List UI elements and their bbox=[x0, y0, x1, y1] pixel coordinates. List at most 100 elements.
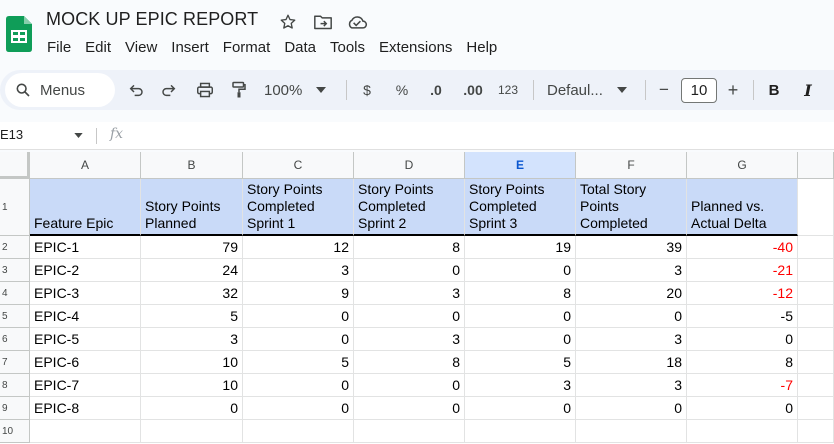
data-cell[interactable] bbox=[354, 420, 465, 443]
data-cell[interactable]: 3 bbox=[141, 328, 243, 351]
decrease-font-size-button[interactable]: − bbox=[655, 78, 673, 102]
data-cell[interactable]: 8 bbox=[465, 282, 576, 305]
data-cell[interactable] bbox=[798, 305, 834, 328]
paint-format-icon[interactable] bbox=[229, 78, 249, 102]
data-cell[interactable]: 0 bbox=[243, 328, 354, 351]
header-cell[interactable]: Total Story Points Completed bbox=[576, 179, 687, 236]
data-cell[interactable]: 20 bbox=[576, 282, 687, 305]
data-cell[interactable]: 0 bbox=[354, 259, 465, 282]
print-icon[interactable] bbox=[194, 78, 216, 102]
data-cell[interactable] bbox=[141, 420, 243, 443]
data-cell[interactable]: 0 bbox=[354, 374, 465, 397]
increase-decimal-button[interactable]: .00 bbox=[460, 78, 486, 102]
data-cell[interactable] bbox=[798, 420, 834, 443]
data-cell[interactable]: EPIC-1 bbox=[30, 236, 141, 259]
data-cell[interactable]: 5 bbox=[243, 351, 354, 374]
data-cell[interactable]: -40 bbox=[687, 236, 798, 259]
increase-font-size-button[interactable]: + bbox=[724, 78, 742, 102]
data-cell[interactable]: 0 bbox=[243, 374, 354, 397]
header-cell[interactable]: Story Points Completed Sprint 3 bbox=[465, 179, 576, 236]
row-header-10[interactable]: 10 bbox=[0, 420, 30, 443]
redo-icon[interactable] bbox=[159, 78, 179, 102]
row-header-5[interactable]: 5 bbox=[0, 305, 30, 328]
data-cell[interactable]: 5 bbox=[465, 351, 576, 374]
spreadsheet-grid[interactable]: A B C D E F G 1 2 3 4 5 6 7 8 9 10 Feature Epic Story Poin… bbox=[0, 152, 834, 444]
data-cell[interactable] bbox=[798, 351, 834, 374]
data-cell[interactable] bbox=[465, 420, 576, 443]
data-cell[interactable]: 32 bbox=[141, 282, 243, 305]
data-cell[interactable]: 3 bbox=[354, 282, 465, 305]
data-cell[interactable]: -7 bbox=[687, 374, 798, 397]
row-header-3[interactable]: 3 bbox=[0, 259, 30, 282]
data-cell[interactable]: EPIC-3 bbox=[30, 282, 141, 305]
font-select[interactable]: Defaul... bbox=[547, 78, 637, 102]
document-title[interactable]: MOCK UP EPIC REPORT bbox=[46, 9, 259, 29]
row-header-4[interactable]: 4 bbox=[0, 282, 30, 305]
header-cell[interactable] bbox=[798, 179, 834, 236]
data-cell[interactable] bbox=[798, 374, 834, 397]
column-header-d[interactable]: D bbox=[354, 152, 465, 179]
data-cell[interactable]: 0 bbox=[687, 397, 798, 420]
menu-view[interactable]: View bbox=[125, 39, 158, 56]
data-cell[interactable]: 0 bbox=[354, 397, 465, 420]
zoom-select[interactable]: 100% bbox=[264, 78, 334, 102]
data-cell[interactable] bbox=[243, 420, 354, 443]
data-cell[interactable] bbox=[798, 282, 834, 305]
data-cell[interactable]: 39 bbox=[576, 236, 687, 259]
undo-icon[interactable] bbox=[126, 78, 146, 102]
cloud-status-icon[interactable] bbox=[346, 11, 368, 33]
menu-tools[interactable]: Tools bbox=[330, 39, 366, 56]
data-cell[interactable] bbox=[576, 420, 687, 443]
row-header-8[interactable]: 8 bbox=[0, 374, 30, 397]
data-cell[interactable]: 24 bbox=[141, 259, 243, 282]
data-cell[interactable]: 19 bbox=[465, 236, 576, 259]
menu-search[interactable]: Menus bbox=[5, 73, 115, 107]
data-cell[interactable]: 0 bbox=[465, 259, 576, 282]
star-icon[interactable] bbox=[277, 11, 299, 33]
data-cell[interactable]: 3 bbox=[354, 328, 465, 351]
font-size-input[interactable]: 10 bbox=[681, 78, 717, 103]
data-cell[interactable]: 0 bbox=[465, 328, 576, 351]
percent-button[interactable]: % bbox=[392, 78, 412, 102]
data-cell[interactable]: 0 bbox=[465, 305, 576, 328]
row-header-2[interactable]: 2 bbox=[0, 236, 30, 259]
data-cell[interactable]: 10 bbox=[141, 351, 243, 374]
column-header-g[interactable]: G bbox=[687, 152, 798, 179]
sheets-logo-icon[interactable] bbox=[6, 16, 32, 52]
menu-insert[interactable]: Insert bbox=[171, 39, 209, 56]
decrease-decimal-button[interactable]: .0 bbox=[423, 78, 449, 102]
column-header-e[interactable]: E bbox=[465, 152, 576, 179]
row-header-6[interactable]: 6 bbox=[0, 328, 30, 351]
data-cell[interactable]: 8 bbox=[354, 351, 465, 374]
column-header-f[interactable]: F bbox=[576, 152, 687, 179]
column-header-b[interactable]: B bbox=[141, 152, 243, 179]
data-cell[interactable]: 0 bbox=[243, 397, 354, 420]
menu-format[interactable]: Format bbox=[222, 39, 271, 56]
row-header-1[interactable]: 1 bbox=[0, 179, 30, 236]
row-header-9[interactable]: 9 bbox=[0, 397, 30, 420]
data-cell[interactable]: EPIC-6 bbox=[30, 351, 141, 374]
header-cell[interactable]: Story Points Completed Sprint 2 bbox=[354, 179, 465, 236]
header-cell[interactable]: Story Points Planned bbox=[141, 179, 243, 236]
data-cell[interactable] bbox=[30, 420, 141, 443]
number-format-button[interactable]: 123 bbox=[495, 78, 521, 102]
data-cell[interactable]: 3 bbox=[243, 259, 354, 282]
name-box[interactable]: E13 bbox=[0, 127, 23, 142]
data-cell[interactable]: 0 bbox=[141, 397, 243, 420]
data-cell[interactable]: 18 bbox=[576, 351, 687, 374]
data-cell[interactable]: EPIC-7 bbox=[30, 374, 141, 397]
data-cell[interactable] bbox=[798, 236, 834, 259]
data-cell[interactable]: -12 bbox=[687, 282, 798, 305]
data-cell[interactable]: 12 bbox=[243, 236, 354, 259]
data-cell[interactable]: 8 bbox=[354, 236, 465, 259]
header-cell[interactable]: Story Points Completed Sprint 1 bbox=[243, 179, 354, 236]
row-header-7[interactable]: 7 bbox=[0, 351, 30, 374]
data-cell[interactable]: 8 bbox=[687, 351, 798, 374]
data-cell[interactable]: 5 bbox=[141, 305, 243, 328]
move-folder-icon[interactable] bbox=[312, 11, 334, 33]
data-cell[interactable]: EPIC-2 bbox=[30, 259, 141, 282]
data-cell[interactable]: EPIC-4 bbox=[30, 305, 141, 328]
menu-help[interactable]: Help bbox=[466, 39, 498, 56]
column-header-c[interactable]: C bbox=[243, 152, 354, 179]
chevron-down-icon[interactable] bbox=[74, 133, 83, 138]
